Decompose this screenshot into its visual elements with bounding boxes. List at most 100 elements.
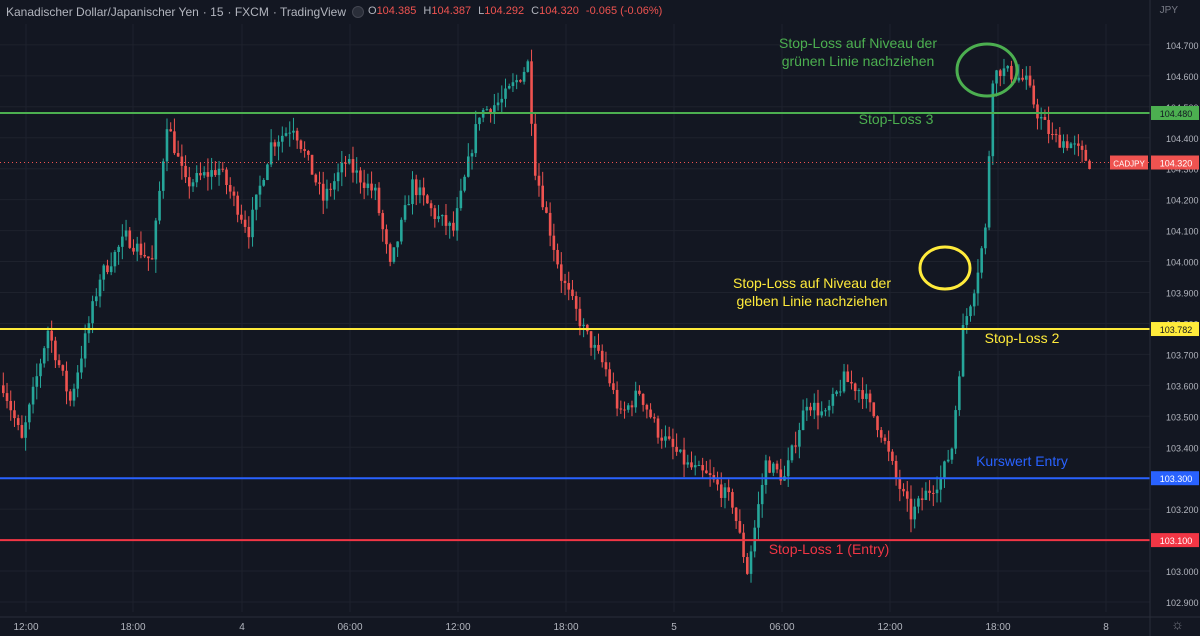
candle-body xyxy=(530,61,533,124)
candle-body xyxy=(842,371,846,392)
candle-body xyxy=(980,248,983,273)
candle-body xyxy=(147,256,150,259)
candle-body xyxy=(545,207,548,213)
candle-body xyxy=(273,142,277,147)
currency-label[interactable]: JPY xyxy=(1159,5,1178,16)
candle-body xyxy=(370,183,373,191)
level-label: Stop-Loss 1 (Entry) xyxy=(769,541,890,557)
candle-body xyxy=(161,161,165,191)
candle-body xyxy=(693,465,697,468)
candle-body xyxy=(515,80,518,83)
candle-body xyxy=(135,243,139,252)
candle-body xyxy=(548,212,552,236)
candle-body xyxy=(232,191,236,196)
candle-body xyxy=(467,156,470,177)
candle-body xyxy=(615,389,619,409)
candle-body xyxy=(935,489,939,494)
candle-body xyxy=(876,416,879,431)
level-label: Kurswert Entry xyxy=(976,453,1068,469)
candle-body xyxy=(1065,141,1069,149)
x-tick-label: 06:00 xyxy=(769,622,794,633)
candle-body xyxy=(191,182,195,187)
candle-body xyxy=(653,417,656,419)
candle-body xyxy=(243,219,247,227)
candle-body xyxy=(738,521,742,533)
candle-body xyxy=(846,371,850,382)
candle-body xyxy=(1077,143,1080,146)
level-price-tag xyxy=(1151,105,1199,120)
candle-body xyxy=(731,492,734,508)
x-tick-label: 18:00 xyxy=(553,622,578,633)
candle-body xyxy=(507,86,511,89)
x-tick-label: 12:00 xyxy=(877,622,902,633)
y-tick-label: 104.600 xyxy=(1166,72,1199,82)
candle-body xyxy=(868,393,872,403)
candle-body xyxy=(28,404,31,423)
candle-body xyxy=(109,266,113,273)
level-price-tag xyxy=(1151,471,1199,486)
candle-body xyxy=(686,462,690,465)
candle-body xyxy=(310,154,314,175)
candle-body xyxy=(690,462,693,468)
candle-body xyxy=(775,463,779,470)
close-value: 104.320 xyxy=(539,5,579,17)
candle-body xyxy=(827,405,831,411)
candle-body xyxy=(879,430,883,438)
candle-body xyxy=(180,156,184,166)
candle-body xyxy=(2,385,5,394)
candle-body xyxy=(812,402,816,411)
candle-body xyxy=(31,386,35,405)
candle-body xyxy=(816,402,820,416)
candle-body xyxy=(46,330,50,349)
candle-body xyxy=(284,133,288,136)
candle-body xyxy=(597,344,600,351)
candle-body xyxy=(638,390,641,394)
x-tick-label: 5 xyxy=(671,622,677,633)
candle-body xyxy=(72,388,76,401)
candle-body xyxy=(972,293,976,307)
candle-body xyxy=(344,162,347,164)
y-tick-label: 103.700 xyxy=(1166,350,1199,360)
x-tick-label: 8 xyxy=(1103,622,1109,633)
candle-body xyxy=(429,203,433,209)
candle-body xyxy=(719,484,723,498)
level-price-label: 103.100 xyxy=(1160,536,1193,546)
candle-body xyxy=(932,492,935,494)
candle-body xyxy=(928,490,931,493)
level-label: Stop-Loss 3 xyxy=(859,111,934,127)
candle-body xyxy=(619,408,623,410)
candle-body xyxy=(660,437,664,441)
candle-body xyxy=(91,301,94,324)
y-tick-label: 103.500 xyxy=(1166,412,1199,422)
candle-body xyxy=(444,215,448,226)
candle-body xyxy=(299,140,303,150)
hide-toggle-icon[interactable] xyxy=(352,6,364,18)
candle-body xyxy=(1073,143,1076,145)
exchange: FXCM xyxy=(234,5,269,19)
candle-body xyxy=(563,280,567,284)
candle-body xyxy=(42,348,46,364)
candle-body xyxy=(121,236,124,247)
candle-body xyxy=(701,465,704,471)
candle-body xyxy=(463,176,466,191)
candle-body xyxy=(1028,75,1032,86)
candle-body xyxy=(407,204,411,206)
candle-body xyxy=(83,333,87,359)
candle-body xyxy=(630,405,634,408)
candle-body xyxy=(65,370,68,392)
price-axis[interactable]: 102.900 103.000 103.100 103.200 103.300 103.4… xyxy=(1110,0,1199,636)
candle-body xyxy=(217,168,221,176)
settings-gear-icon[interactable]: ☼ xyxy=(1171,616,1184,632)
candle-body xyxy=(835,391,838,394)
candle-body xyxy=(708,473,712,476)
candle-body xyxy=(1032,85,1036,105)
interval[interactable]: 15 xyxy=(210,5,224,19)
source: TradingView xyxy=(279,5,347,19)
candle-body xyxy=(1021,77,1024,80)
candle-body xyxy=(667,436,671,439)
green-circle-marker xyxy=(955,42,1019,98)
candle-body xyxy=(574,296,578,309)
candle-body xyxy=(853,383,857,392)
time-axis[interactable]: 12:00 18:00 4 06:00 12:00 18:00 5 06:00 12:00 18:… xyxy=(0,616,1200,633)
